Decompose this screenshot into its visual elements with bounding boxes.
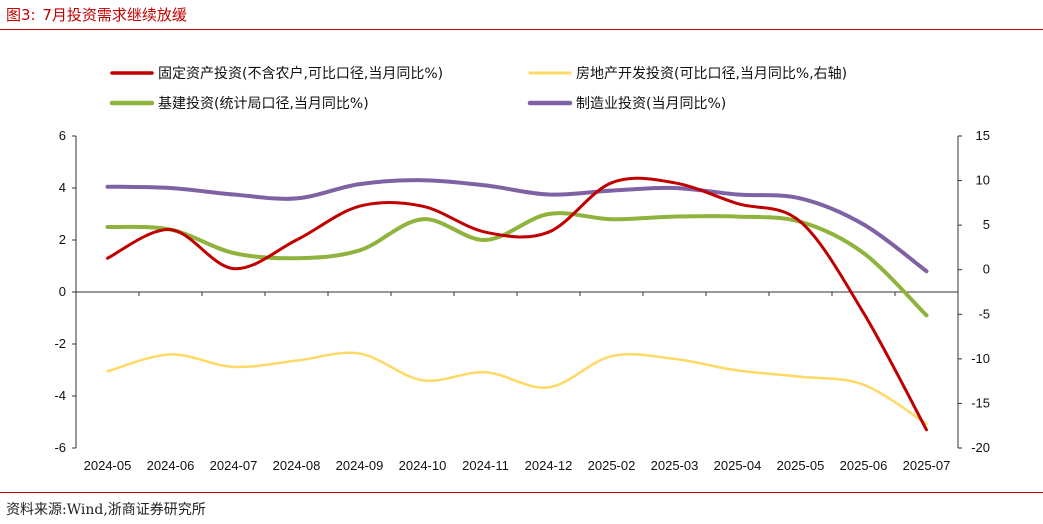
left-tick-label: 6 [59,128,66,143]
title-rule [0,29,1043,30]
legend-label: 房地产开发投资(可比口径,当月同比%,右轴) [576,66,847,82]
left-tick-label: -2 [54,336,66,351]
x-tick-label: 2024-09 [336,458,384,473]
figure-title: 图3: 7月投资需求继续放缓 [6,4,187,25]
real-estate-investment-line [106,351,928,426]
x-tick-label: 2025-03 [651,458,699,473]
x-tick-label: 2025-02 [588,458,636,473]
x-tick-label: 2025-05 [777,458,825,473]
x-tick-label: 2024-12 [525,458,573,473]
manufacturing-investment-line [105,178,929,274]
left-tick-label: 0 [59,284,66,299]
infrastructure-investment-line [105,211,929,318]
source-note: 资料来源:Wind,浙商证券研究所 [6,502,206,518]
figure-title-text: 7月投资需求继续放缓 [42,6,187,24]
x-tick-label: 2024-10 [399,458,447,473]
right-tick-label: 15 [976,128,990,143]
right-tick-label: -5 [978,306,990,321]
legend-label: 固定资产投资(不含农户,可比口径,当月同比%) [158,65,443,82]
legend-label: 制造业投资(当月同比%) [576,96,726,112]
source-rule [0,492,1043,493]
x-tick-label: 2024-05 [84,458,132,473]
left-tick-label: 2 [59,232,66,247]
x-tick-label: 2024-08 [273,458,321,473]
x-tick-label: 2024-11 [462,458,509,473]
right-tick-label: -15 [971,395,990,410]
left-tick-label: -6 [54,440,66,455]
figure-label: 图3: [6,6,36,24]
right-tick-label: -10 [971,351,990,366]
right-tick-label: 5 [983,217,990,232]
x-tick-label: 2024-06 [147,458,195,473]
right-tick-label: 0 [983,262,990,277]
x-tick-label: 2025-06 [840,458,888,473]
x-tick-label: 2025-04 [714,458,762,473]
fixed-asset-investment-line [106,176,928,432]
legend-label: 基建投资(统计局口径,当月同比%) [158,95,369,112]
left-tick-label: 4 [59,180,66,195]
x-tick-label: 2024-07 [210,458,258,473]
right-tick-label: 10 [976,173,990,188]
x-tick-label: 2025-07 [903,458,951,473]
right-tick-label: -20 [971,440,990,455]
left-tick-label: -4 [54,388,66,403]
